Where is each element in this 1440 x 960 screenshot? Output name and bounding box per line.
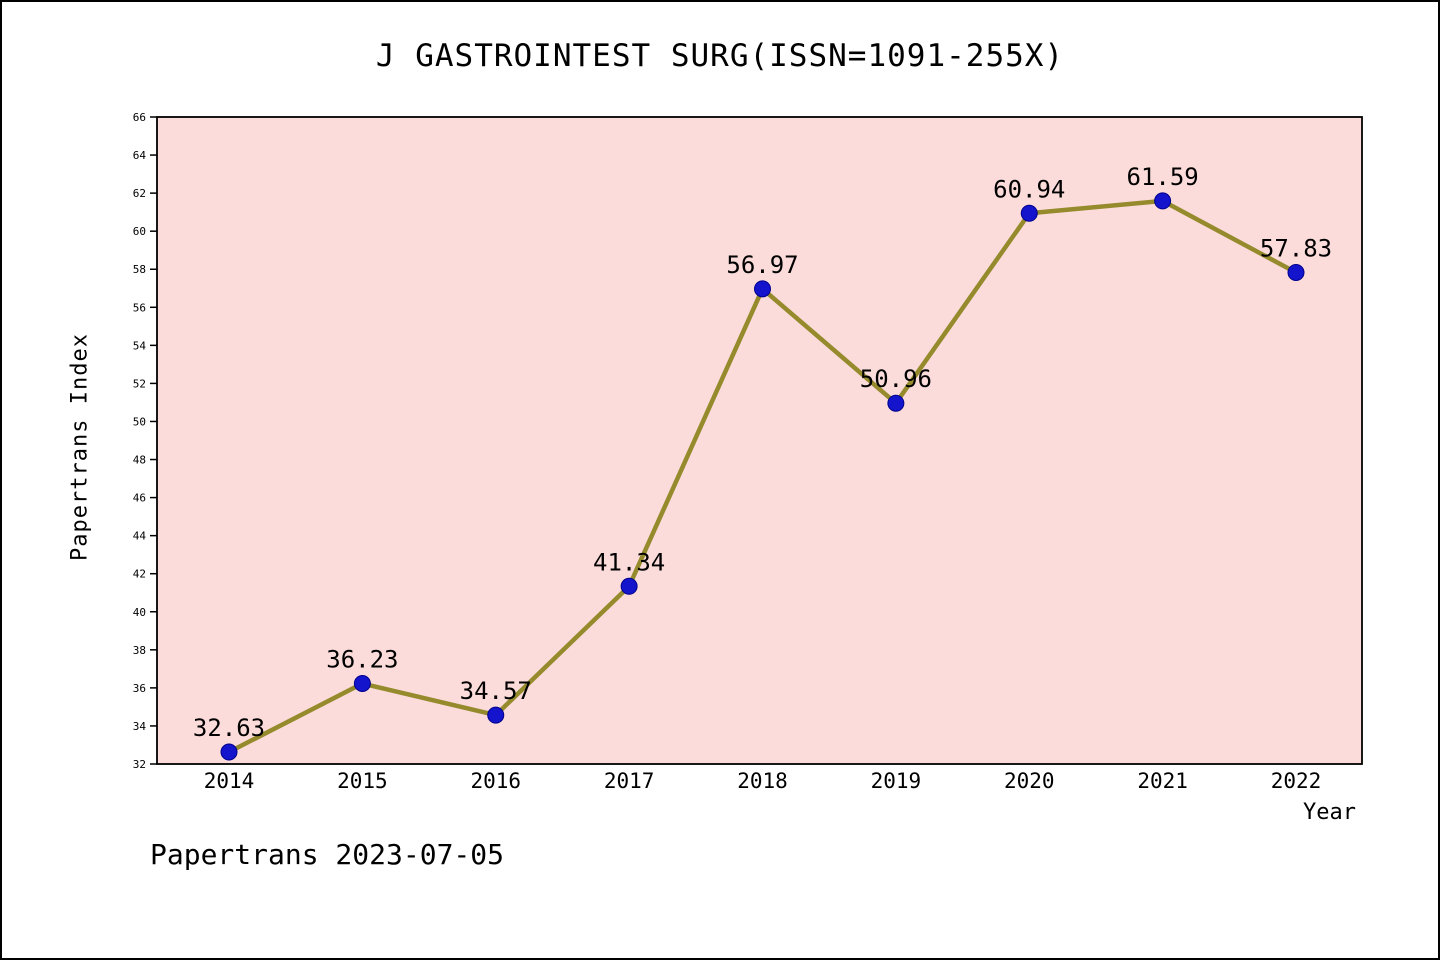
- data-label: 56.97: [726, 251, 798, 279]
- y-tick-label: 34: [133, 720, 147, 733]
- data-point: [220, 743, 238, 761]
- y-tick-label: 44: [133, 530, 147, 543]
- y-tick-label: 36: [133, 682, 146, 695]
- y-tick-label: 64: [133, 149, 147, 162]
- data-label: 60.94: [993, 175, 1065, 203]
- y-tick-label: 50: [133, 415, 146, 428]
- data-label: 57.83: [1260, 234, 1332, 262]
- x-tick-label: 2021: [1137, 769, 1188, 793]
- data-label: 32.63: [193, 714, 265, 742]
- y-tick-label: 52: [133, 377, 146, 390]
- plot-area: [157, 117, 1362, 764]
- y-tick-label: 62: [133, 187, 146, 200]
- plot-border: [156, 116, 1363, 765]
- chart-title: J GASTROINTEST SURG(ISSN=1091-255X): [375, 38, 1065, 74]
- x-tick-label: 2018: [737, 769, 788, 793]
- data-label: 61.59: [1127, 163, 1199, 191]
- x-tick-label: 2015: [337, 769, 388, 793]
- y-tick-label: 60: [133, 225, 146, 238]
- x-tick-label: 2016: [470, 769, 521, 793]
- y-tick-label: 54: [133, 339, 147, 352]
- y-tick-label: 42: [133, 568, 146, 581]
- y-tick-label: 46: [133, 492, 146, 505]
- x-tick-label: 2014: [204, 769, 255, 793]
- data-label: 36.23: [326, 646, 398, 674]
- data-point: [487, 706, 505, 724]
- y-tick-label: 66: [133, 111, 146, 124]
- data-label: 41.34: [593, 548, 665, 576]
- data-point: [1287, 263, 1305, 281]
- y-tick-label: 40: [133, 606, 146, 619]
- y-tick-label: 32: [133, 758, 146, 771]
- data-point: [754, 280, 771, 298]
- x-axis-title: Year: [1303, 800, 1356, 825]
- x-tick-label: 2019: [871, 769, 922, 793]
- y-tick-label: 48: [133, 454, 146, 467]
- x-tick-label: 2022: [1271, 769, 1322, 793]
- x-tick-label: 2017: [604, 769, 655, 793]
- data-point: [1154, 192, 1172, 210]
- data-label: 50.96: [860, 365, 932, 393]
- data-label: 34.57: [460, 677, 532, 705]
- y-tick-label: 58: [133, 263, 146, 276]
- data-point: [353, 675, 371, 693]
- y-tick-label: 38: [133, 644, 146, 657]
- data-point: [887, 394, 905, 412]
- data-point: [1020, 204, 1038, 222]
- data-point: [620, 577, 638, 595]
- y-tick-label: 56: [133, 301, 146, 314]
- x-tick-label: 2020: [1004, 769, 1055, 793]
- watermark-text: Papertrans 2023-07-05: [150, 838, 505, 871]
